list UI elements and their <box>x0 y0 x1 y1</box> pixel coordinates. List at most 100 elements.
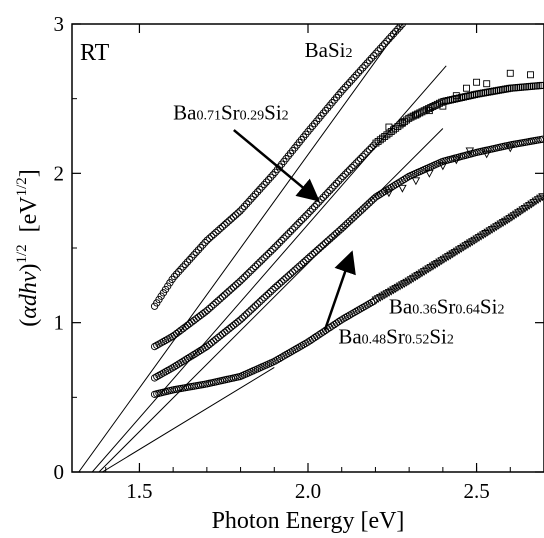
data-point <box>372 49 380 57</box>
data-point <box>474 234 484 243</box>
data-point <box>387 287 396 296</box>
data-point <box>438 162 448 171</box>
data-point <box>232 319 240 328</box>
annotation-rt: RT <box>80 40 110 66</box>
data-point <box>289 225 297 233</box>
data-point <box>503 216 512 225</box>
data-point <box>247 267 255 275</box>
data-point <box>350 73 358 82</box>
annotation-arrow-2 <box>323 250 356 331</box>
data-point <box>337 88 345 96</box>
y-title-open-paren: ( <box>16 319 42 327</box>
data-point <box>324 237 332 245</box>
data-point <box>221 328 229 336</box>
y-title-exponent: 1/2 <box>14 244 30 263</box>
data-point <box>218 222 227 231</box>
data-point <box>249 304 257 312</box>
data-point <box>186 255 194 264</box>
y-tick-label: 3 <box>54 12 65 36</box>
data-point <box>378 42 387 50</box>
data-point <box>370 141 378 149</box>
data-point <box>378 292 387 301</box>
data-point <box>356 66 365 74</box>
data-point <box>280 276 288 284</box>
data-point <box>512 84 520 92</box>
data-point <box>389 30 398 38</box>
data-point <box>531 197 541 206</box>
data-point <box>229 321 238 329</box>
data-point <box>190 316 198 325</box>
fit-line-1 <box>78 24 403 472</box>
data-point <box>291 223 299 231</box>
data-point <box>439 102 447 110</box>
data-point <box>532 82 540 90</box>
data-point <box>221 291 229 299</box>
data-point <box>256 185 264 194</box>
data-point <box>264 290 273 298</box>
data-point <box>356 207 365 215</box>
data-point <box>380 291 389 300</box>
data-point <box>506 144 515 153</box>
data-point <box>293 221 301 229</box>
data-point <box>199 241 207 249</box>
data-point <box>425 105 432 113</box>
data-point <box>431 101 439 109</box>
data-point <box>236 316 244 324</box>
data-point <box>352 211 360 219</box>
data-point <box>402 174 411 182</box>
data-point <box>260 180 268 189</box>
data-point <box>343 219 352 227</box>
data-point <box>428 262 438 271</box>
data-point <box>533 196 543 205</box>
label-subscript: 0.29 <box>240 109 265 124</box>
data-point <box>273 241 281 249</box>
data-point <box>216 224 224 233</box>
data-point <box>402 278 411 287</box>
data-point <box>361 150 369 158</box>
data-point <box>225 287 233 295</box>
data-point <box>343 81 352 89</box>
data-point <box>194 313 203 321</box>
data-point <box>482 150 491 159</box>
label-element: Si <box>264 101 282 125</box>
y-title-unit-exponent: 1/2 <box>14 177 30 196</box>
data-point <box>452 247 462 256</box>
label-element: Sr <box>221 101 240 125</box>
data-point <box>341 83 349 91</box>
data-point <box>299 258 308 266</box>
label-subscript: 0.52 <box>405 333 430 348</box>
data-point <box>238 314 246 322</box>
data-point <box>483 80 491 88</box>
data-point <box>382 290 392 299</box>
x-tick-label: 2.0 <box>295 479 321 503</box>
data-point <box>521 83 529 91</box>
data-point <box>324 189 332 197</box>
data-point <box>476 232 486 241</box>
data-point <box>413 272 422 281</box>
data-point <box>464 92 472 100</box>
data-point <box>343 168 352 176</box>
label-element: Sr <box>386 325 405 349</box>
data-point <box>291 266 299 274</box>
data-point <box>330 231 338 239</box>
data-point <box>205 340 214 349</box>
data-point <box>229 283 238 291</box>
data-point <box>383 37 391 45</box>
data-point <box>510 84 518 92</box>
data-point <box>214 226 222 235</box>
data-point <box>262 292 271 300</box>
data-point <box>397 281 407 290</box>
data-point <box>319 241 327 249</box>
data-point <box>190 251 198 259</box>
data-point <box>419 268 429 276</box>
data-point <box>330 96 338 104</box>
label-element: Si <box>480 295 498 319</box>
data-point <box>444 97 452 104</box>
data-point <box>264 176 273 184</box>
data-point <box>457 94 465 101</box>
data-point <box>511 210 521 219</box>
data-point <box>242 200 251 208</box>
data-point <box>258 256 266 264</box>
data-point <box>227 215 235 223</box>
data-point <box>328 233 336 241</box>
